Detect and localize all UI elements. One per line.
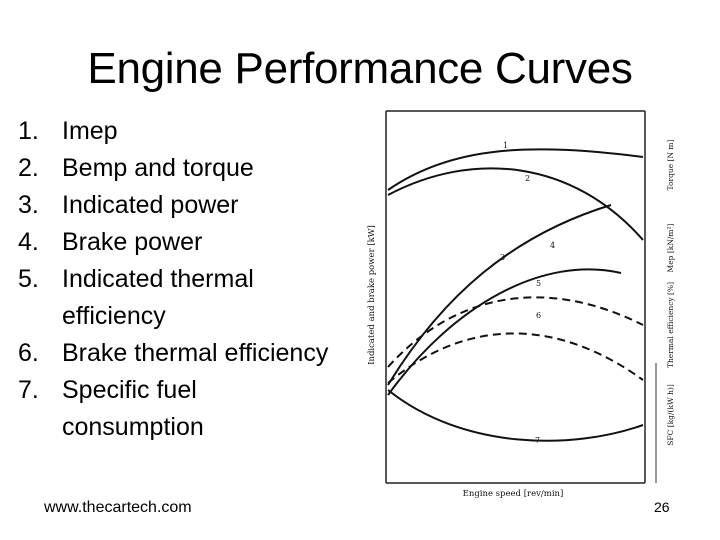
x-axis-label: Engine speed [rev/min] xyxy=(463,489,564,499)
list-text: Indicated thermal efficiency xyxy=(62,265,254,330)
list-number: 6. xyxy=(18,339,39,367)
list-number: 5. xyxy=(18,265,39,293)
curve-label-1: 1 xyxy=(503,141,508,150)
slide-title: Engine Performance Curves xyxy=(87,44,633,93)
list-number: 2. xyxy=(18,154,39,182)
curve-label-3: 3 xyxy=(500,253,505,262)
mep-axis-label: Mep [kN/m²] xyxy=(666,223,675,272)
list-item: 1. Imep xyxy=(18,113,338,150)
footer-url: www.thecartech.com xyxy=(44,499,192,516)
list-text: Indicated power xyxy=(62,191,239,219)
curve-specific-fuel-consumption xyxy=(387,389,644,442)
sfc-axis-label: SFC [kg/(kW h)] xyxy=(666,384,675,446)
curve-indicated-thermal-efficiency xyxy=(387,296,644,368)
list-text: Specific fuel consumption xyxy=(62,376,204,441)
page-number: 26 xyxy=(654,499,670,515)
list-item: 4. Brake power xyxy=(18,224,338,261)
list-item: 3. Indicated power xyxy=(18,187,338,224)
list-number: 7. xyxy=(18,376,39,404)
curve-brake-power xyxy=(387,268,622,396)
list-text: Bemp and torque xyxy=(62,154,254,182)
curve-label-7: 7 xyxy=(535,436,540,445)
curve-label-6: 6 xyxy=(536,311,541,320)
list-number: 1. xyxy=(18,117,39,145)
torque-axis-label: Torque [N m] xyxy=(666,139,675,190)
list-text: Imep xyxy=(62,117,118,145)
list-number: 4. xyxy=(18,228,39,256)
left-axis-label: Indicated and brake power [kW] xyxy=(367,225,377,365)
list-item: 5. Indicated thermal efficiency xyxy=(18,261,338,335)
curve-imep xyxy=(387,148,644,191)
list-number: 3. xyxy=(18,191,39,219)
list-text: Brake thermal efficiency xyxy=(62,339,329,367)
curve-label-5: 5 xyxy=(536,279,541,288)
curve-brake-thermal-efficiency xyxy=(387,332,644,384)
list-text: Brake power xyxy=(62,228,203,256)
curve-bemp-torque xyxy=(387,167,644,241)
curve-label-2: 2 xyxy=(525,174,530,183)
engine-curves-figure: 1 2 3 4 5 6 7 Indicated and brake power … xyxy=(367,110,675,499)
curve-list: 1. Imep 2. Bemp and torque 3. Indicated pow… xyxy=(18,113,338,446)
list-item: 6. Brake thermal efficiency xyxy=(18,335,338,372)
curve-indicated-power xyxy=(387,204,612,386)
curve-label-4: 4 xyxy=(550,241,555,250)
list-item: 2. Bemp and torque xyxy=(18,150,338,187)
list-item: 7. Specific fuel consumption xyxy=(18,372,338,446)
efficiency-axis-label: Thermal efficiency [%] xyxy=(666,282,675,368)
